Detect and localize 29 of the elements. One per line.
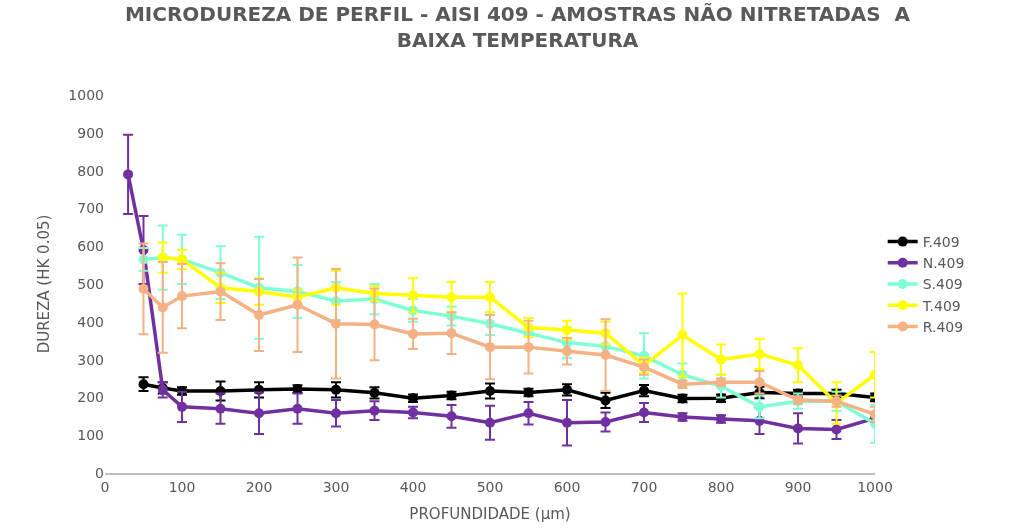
y-tick-label: 0 [95,464,104,481]
x-tick-label: 900 [784,478,812,495]
legend-label: T.409 [921,297,961,314]
y-tick-label: 800 [77,162,104,179]
x-axis-title: PROFUNDIDADE (µm) [409,505,571,524]
chart-title: MICRODUREZA DE PERFIL - AISI 409 - AMOSTRAS NÃO NITRETADAS A BAIXA TEMPERATURA [124,2,911,53]
x-tick-label: 800 [707,478,735,495]
legend-label: N.409 [922,255,965,272]
y-tick-label: 900 [77,124,104,141]
x-tick-label: 700 [630,478,658,495]
y-tick-label: 100 [77,427,104,444]
x-tick-label: 200 [245,478,273,495]
x-tick-label: 1000 [857,478,893,495]
y-tick-label: 300 [77,351,104,368]
legend-label: S.409 [922,276,963,293]
x-tick-label: 500 [476,478,504,495]
legend-label: R.409 [922,318,964,335]
y-axis-title: DUREZA (HK 0.05) [34,214,53,354]
y-tick-label: 400 [77,313,104,330]
y-tick-label: 700 [77,200,104,217]
y-tick-label: 200 [77,389,104,406]
x-tick-label: 600 [553,478,581,495]
x-tick-label: 100 [168,478,196,495]
legend-label: F.409 [922,234,960,251]
y-tick-label: 1000 [68,86,104,103]
y-tick-label: 500 [77,275,104,292]
x-tick-label: 300 [322,478,350,495]
x-tick-label: 400 [399,478,427,495]
y-tick-label: 600 [77,238,104,255]
